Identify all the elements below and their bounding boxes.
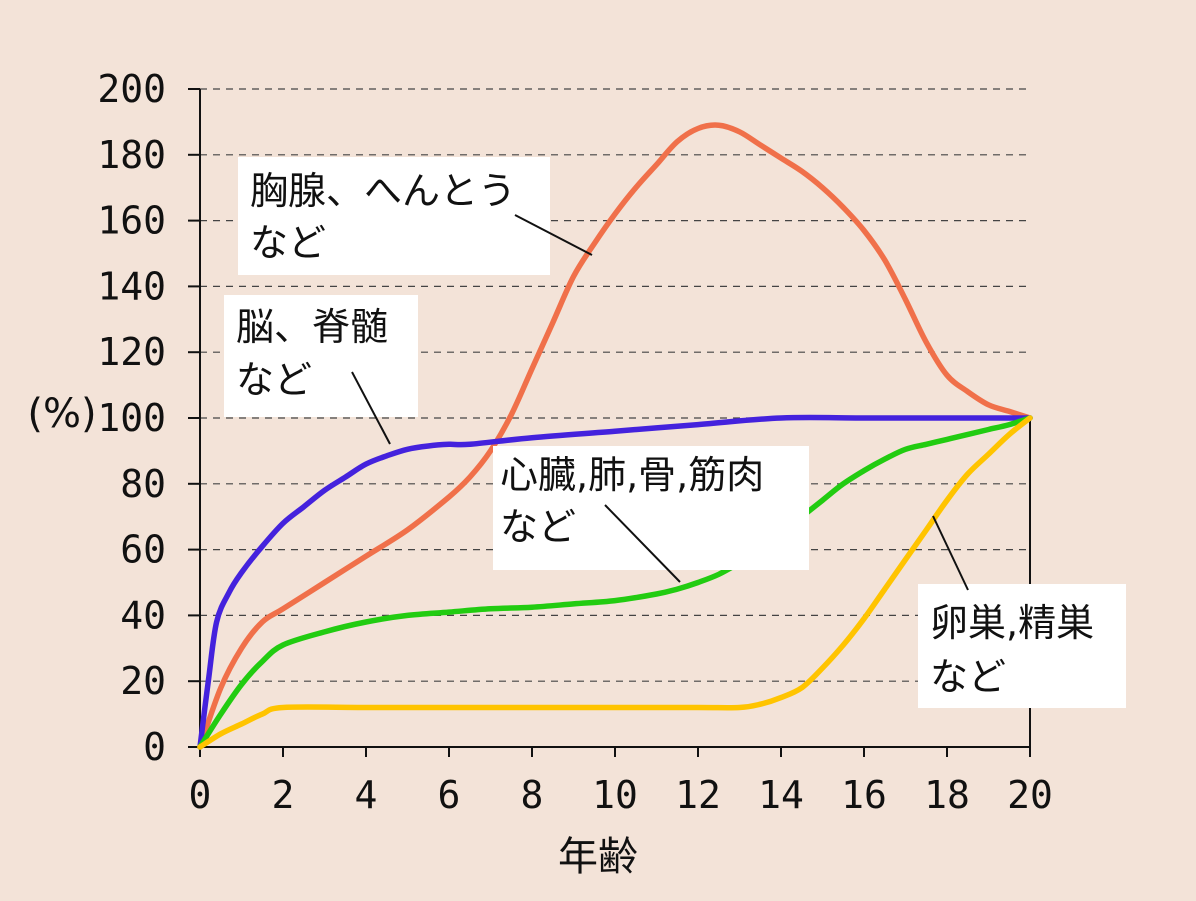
leader-line <box>351 371 391 445</box>
x-tick-label: 20 <box>1007 773 1053 817</box>
x-tick-label: 16 <box>841 773 887 817</box>
y-tick-label: 100 <box>97 396 166 440</box>
y-tick-label: 120 <box>97 330 166 374</box>
leader-line <box>604 504 681 583</box>
label-text-line: 胸腺、へんとう <box>250 169 516 213</box>
label-box <box>238 157 550 275</box>
label-box <box>493 446 809 570</box>
label-text-line: など <box>500 505 576 549</box>
heart-lung-bone-muscle-line <box>197 415 1033 750</box>
label-text-line: 心臓,肺,骨,筋肉 <box>500 453 764 497</box>
y-tick-label: 200 <box>97 67 166 111</box>
y-tick-label: 60 <box>120 528 166 572</box>
x-tick-label: 12 <box>675 773 721 817</box>
x-tick-label: 10 <box>592 773 638 817</box>
label-text-line: など <box>930 655 1006 699</box>
brain-spinal-line <box>197 414 1033 750</box>
label-text-line: 脳、脊髄 <box>236 305 388 349</box>
label-text-line: 卵巣,精巣 <box>930 601 1094 645</box>
series-lines <box>197 122 1033 750</box>
y-tick-label: 160 <box>97 199 166 243</box>
axes <box>188 88 1031 757</box>
leader-line <box>514 214 593 256</box>
y-tick-label: 140 <box>97 264 166 308</box>
y-tick-label: 40 <box>120 593 166 637</box>
x-tick-label: 0 <box>189 773 212 817</box>
leader-line <box>932 515 969 591</box>
x-tick-label: 6 <box>438 773 461 817</box>
x-tick-label: 2 <box>272 773 295 817</box>
y-axis-title: (%) <box>27 391 96 437</box>
x-tick-label: 14 <box>758 773 804 817</box>
x-axis-title: 年齢 <box>558 834 638 880</box>
y-tick-label: 180 <box>97 133 166 177</box>
y-tick-label: 20 <box>120 659 166 703</box>
x-tick-label: 4 <box>355 773 378 817</box>
y-tick-label: 80 <box>120 462 166 506</box>
label-text-line: など <box>250 221 326 265</box>
label-text-line: など <box>236 358 312 402</box>
x-tick-label: 18 <box>924 773 970 817</box>
tick-labels: 0 20 40 60 80 100 120 140 160 180 200 0 2 4 6 8 10 12 14 16… <box>97 67 1053 817</box>
x-tick-label: 8 <box>521 773 544 817</box>
ovary-testis-line <box>197 415 1033 750</box>
label-box <box>224 295 418 417</box>
y-tick-label: 0 <box>143 725 166 769</box>
thymus-tonsil-line <box>197 122 1033 750</box>
label-box <box>918 584 1126 708</box>
